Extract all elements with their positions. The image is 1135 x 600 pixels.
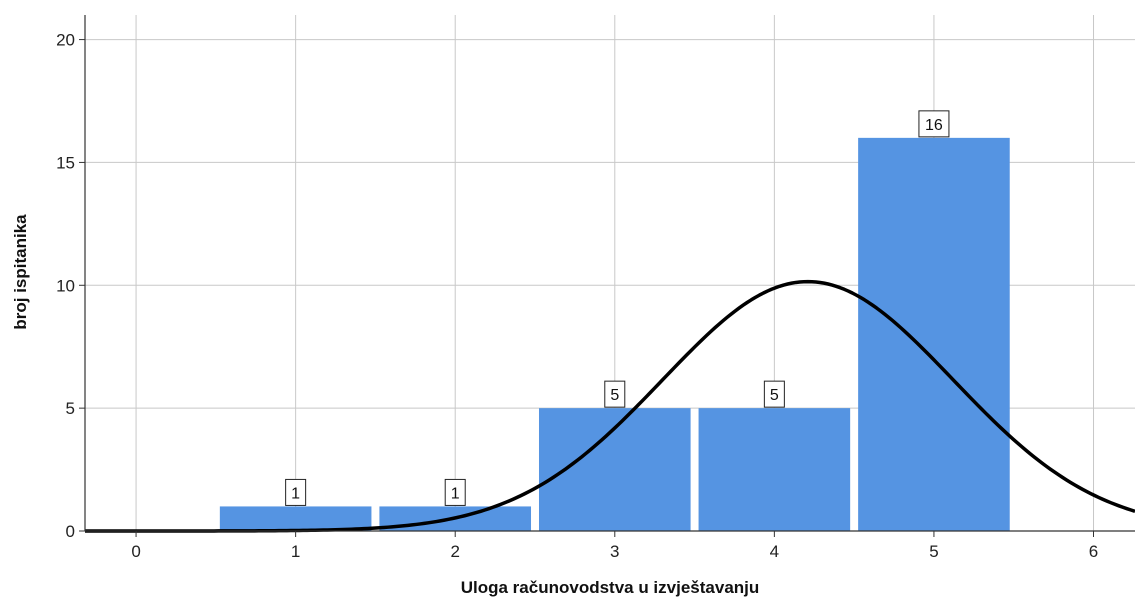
x-tick-label-0: 0: [131, 542, 140, 561]
data-label-5: 16: [925, 117, 943, 134]
data-label-4: 5: [770, 387, 779, 404]
data-label-1: 1: [291, 485, 300, 502]
bar-data-labels: 1 1 5 5 16: [285, 110, 950, 506]
y-tick-label-10: 10: [56, 276, 75, 295]
bar-1: [219, 506, 372, 531]
x-tick-label-2: 2: [450, 542, 459, 561]
x-tick-label-1: 1: [291, 542, 300, 561]
x-tick-label-6: 6: [1089, 542, 1098, 561]
y-axis-title: broj ispitanika: [11, 214, 30, 330]
data-label-3: 5: [610, 387, 619, 404]
data-label-box-4: [763, 380, 785, 408]
bar-5: [858, 137, 1010, 531]
data-label-box-3: [604, 380, 626, 408]
bar-4: [698, 408, 851, 531]
x-tick-label-4: 4: [770, 542, 779, 561]
axes: [79, 15, 1135, 537]
data-label-2: 1: [451, 485, 460, 502]
data-label-box-2: [444, 478, 466, 506]
y-tick-label-5: 5: [66, 399, 75, 418]
y-tick-label-15: 15: [56, 153, 75, 172]
y-tick-label-20: 20: [56, 31, 75, 50]
y-tick-label-0: 0: [66, 522, 75, 541]
data-label-box-1: [285, 478, 307, 506]
x-tick-label-3: 3: [610, 542, 619, 561]
x-axis-title: Uloga računovodstva u izvještavanju: [461, 578, 760, 597]
data-label-box-5: [918, 110, 950, 138]
x-tick-label-5: 5: [929, 542, 938, 561]
